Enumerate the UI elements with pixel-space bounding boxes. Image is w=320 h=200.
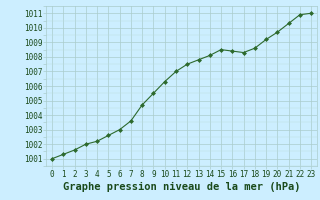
X-axis label: Graphe pression niveau de la mer (hPa): Graphe pression niveau de la mer (hPa) (63, 182, 300, 192)
